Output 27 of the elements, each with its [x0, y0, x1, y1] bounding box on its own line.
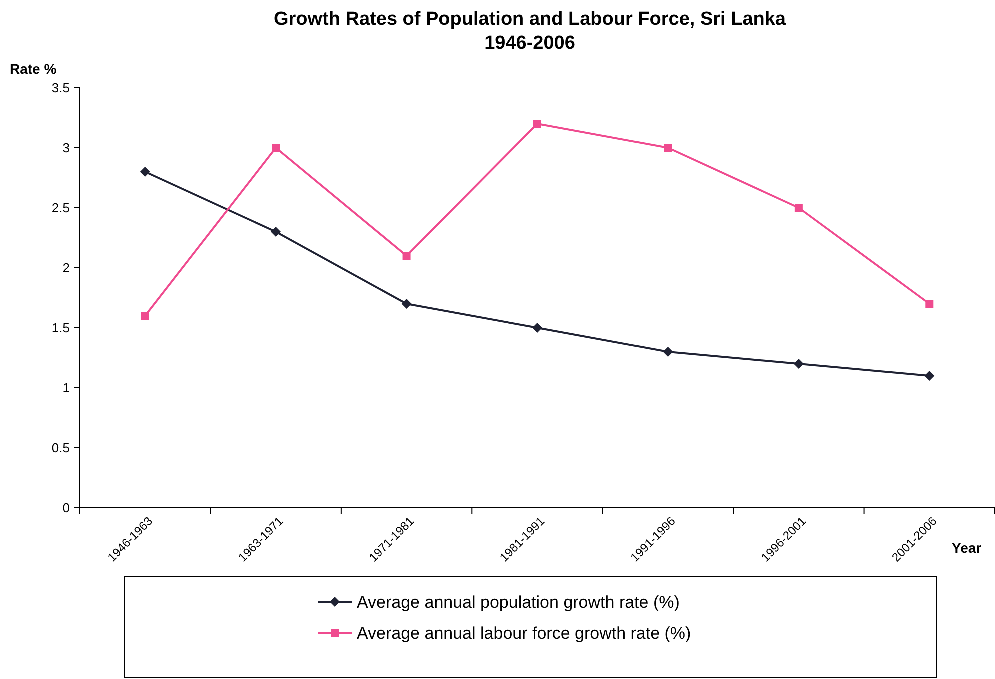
point — [271, 227, 282, 237]
y-axis-title: Rate % — [10, 61, 58, 77]
x-axis-title: Year — [952, 540, 982, 556]
y-tick-label: 3.5 — [52, 80, 70, 96]
legend-label: Average annual population growth rate (%) — [357, 592, 680, 612]
legend-label: Average annual labour force growth rate (%) — [357, 624, 692, 643]
point — [924, 371, 935, 381]
point — [532, 323, 542, 333]
point — [534, 120, 542, 128]
point — [926, 300, 934, 308]
y-tick-label: 0.5 — [52, 440, 70, 456]
point — [794, 204, 803, 212]
point — [664, 144, 672, 152]
point — [663, 347, 674, 357]
chart-title: Growth Rates of Population and Labour Force, Sri Lanka 1946-2006 — [274, 9, 786, 54]
point — [402, 299, 412, 309]
y-tick-label: 1.5 — [52, 320, 70, 336]
y-tick-label: 3 — [62, 140, 70, 156]
point — [141, 312, 150, 320]
point — [402, 252, 411, 260]
point — [794, 359, 804, 369]
y-tick-label: 2.5 — [52, 200, 70, 216]
y-tick-label: 1 — [62, 380, 70, 396]
y-tick-label: 0 — [62, 500, 70, 516]
y-tick-label: 2 — [62, 260, 70, 276]
point — [140, 167, 150, 177]
point — [272, 144, 280, 152]
